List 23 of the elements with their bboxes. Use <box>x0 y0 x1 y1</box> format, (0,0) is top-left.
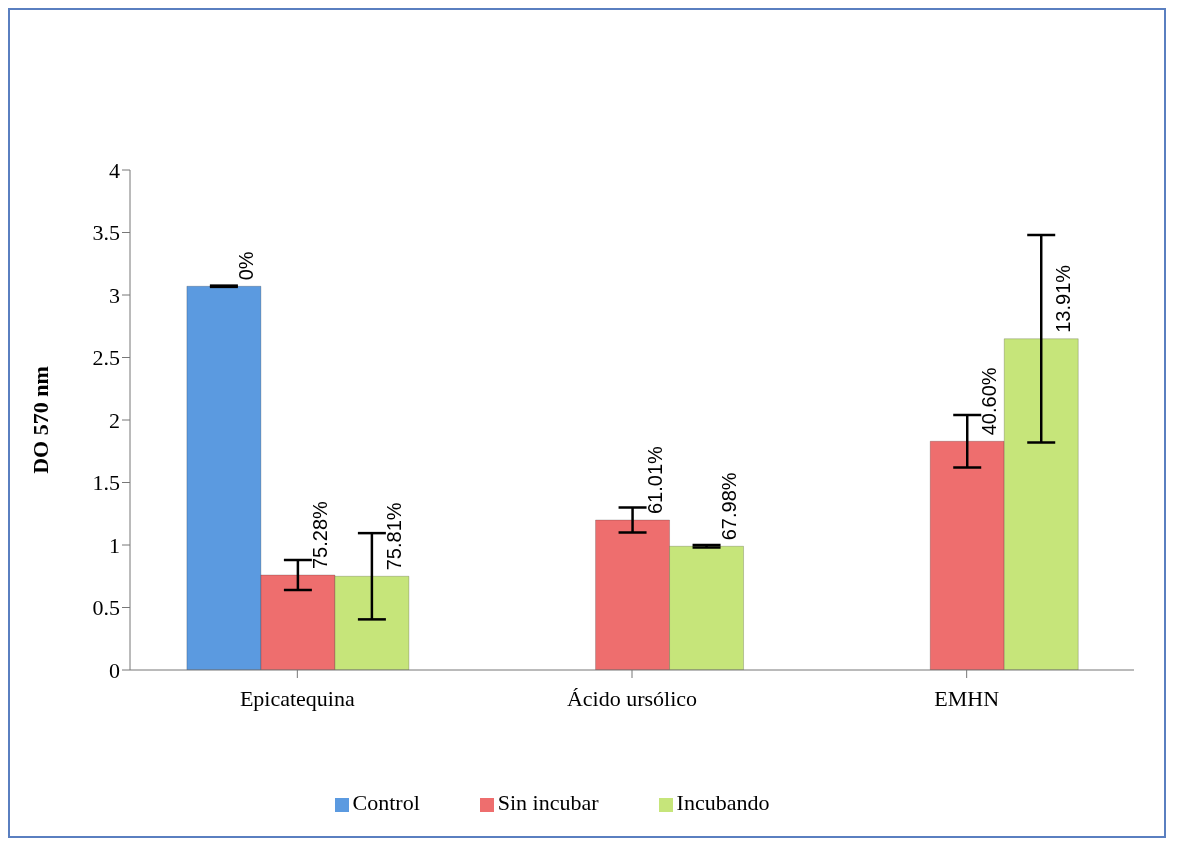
legend-label: Incubando <box>676 790 770 815</box>
y-tick-label: 2.5 <box>92 345 120 371</box>
x-tick-label: Epicatequina <box>239 685 355 711</box>
y-tick-label: 1.5 <box>92 470 120 496</box>
y-tick-label: 3 <box>109 282 120 308</box>
x-tick-label: Ácido ursólico <box>566 685 698 711</box>
annotation: 0% <box>234 251 257 281</box>
legend-label: Control <box>352 790 420 815</box>
y-tick-label: 0.5 <box>92 595 120 621</box>
annotation: 75.28% <box>308 500 331 569</box>
y-tick-label: 2 <box>109 407 120 433</box>
legend-label: Sin incubar <box>497 790 599 815</box>
y-axis-title: DO 570 nm <box>27 366 53 474</box>
annotation: 67.98% <box>717 472 740 541</box>
y-tick-label: 3.5 <box>92 220 120 246</box>
y-tick-label: 0 <box>109 657 120 683</box>
y-tick-label: 4 <box>109 157 120 183</box>
annotation: 61.01% <box>643 445 666 514</box>
y-tick-label: 1 <box>109 532 120 558</box>
annotation: 75.81% <box>382 502 405 571</box>
annotation: 13.91% <box>1052 264 1075 333</box>
x-tick-label: EMHN <box>934 685 1000 711</box>
annotation: 40.60% <box>978 367 1001 436</box>
